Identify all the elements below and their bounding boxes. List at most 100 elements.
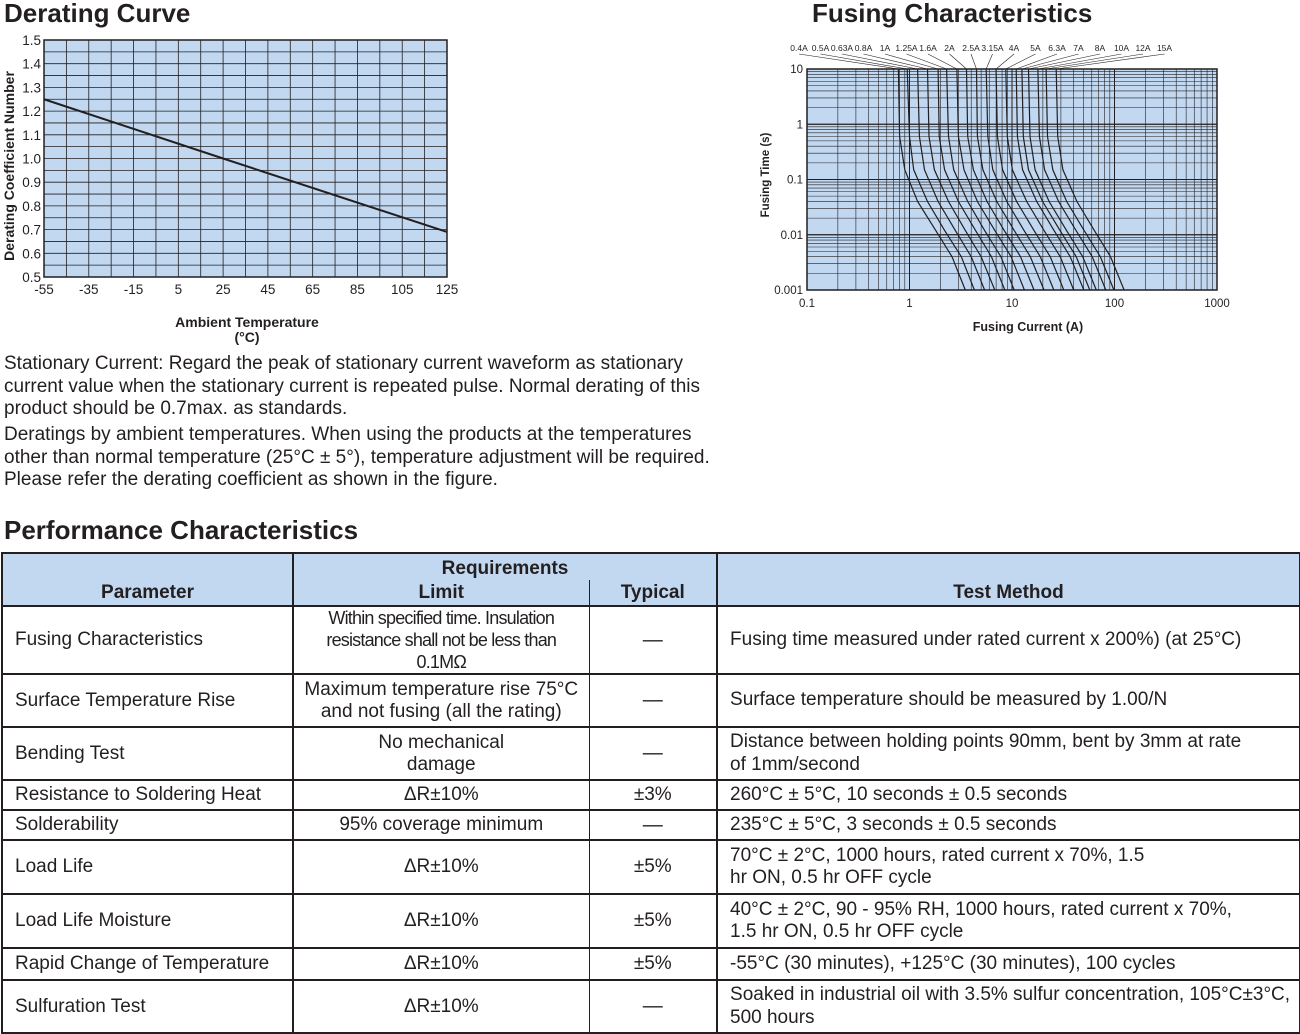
x-tick-label: 65 bbox=[305, 282, 320, 297]
rating-leader-line bbox=[949, 53, 967, 70]
derating-chart: -55 -35 -15 5 25 45 65 85 105 125 0.5 0.6 0.7 0.8 0.9 1… bbox=[1, 33, 458, 345]
rating-label: 10A bbox=[1114, 43, 1129, 53]
fusing-curve-3.15A bbox=[985, 68, 1055, 291]
row-limit: ΔR±10% bbox=[292, 947, 590, 981]
row-typical: — bbox=[588, 979, 719, 1034]
table-row: Load Life Moisture ΔR±10% ±5% 40°C ± 2°C… bbox=[1, 893, 1300, 949]
y-tick-label: 10 bbox=[790, 64, 803, 76]
fusing-xlabel: Fusing Current (A) bbox=[973, 320, 1083, 334]
x-tick-label: 10 bbox=[1006, 298, 1019, 310]
row-limit: No mechanical damage bbox=[292, 726, 590, 781]
row-parameter: Rapid Change of Temperature bbox=[1, 947, 294, 981]
row-limit: ΔR±10% bbox=[292, 893, 590, 949]
fusing-curve-2.5A bbox=[975, 68, 1045, 291]
rating-label: 0.63A bbox=[831, 43, 854, 53]
x-tick-label: 100 bbox=[1105, 298, 1124, 310]
rating-label: 0.4A bbox=[790, 43, 808, 53]
row-parameter: Solderability bbox=[1, 809, 294, 841]
fusing-curve-1.25A bbox=[946, 68, 1015, 291]
row-test-method: 40°C ± 2°C, 90 - 95% RH, 1000 hours, rat… bbox=[716, 893, 1300, 949]
rating-leader-line bbox=[798, 53, 899, 70]
note-stationary-current: Stationary Current: Regard the peak of s… bbox=[4, 353, 700, 419]
fusing-curve-1A bbox=[937, 68, 1006, 291]
fusing-curve-6.3A bbox=[1015, 68, 1085, 291]
header-requirements: Requirements bbox=[291, 552, 719, 580]
y-tick-label: 0.1 bbox=[787, 175, 803, 187]
x-tick-label: -55 bbox=[34, 282, 54, 297]
derating-line bbox=[43, 98, 448, 233]
row-parameter: Load Life bbox=[1, 839, 294, 895]
y-tick-label: 0.01 bbox=[781, 230, 803, 242]
rating-leader-line bbox=[1056, 53, 1165, 70]
fusing-curve-4A bbox=[995, 68, 1065, 291]
row-parameter: Fusing Characteristics bbox=[1, 605, 294, 675]
x-tick-label: -15 bbox=[124, 282, 144, 297]
rating-leader-line bbox=[884, 53, 939, 70]
row-parameter: Resistance to Soldering Heat bbox=[1, 779, 294, 811]
row-limit: Within specified time. Insulation resist… bbox=[292, 605, 590, 675]
rating-label: 8A bbox=[1095, 43, 1106, 53]
rating-leader-line bbox=[1046, 53, 1144, 70]
header-typical: Typical bbox=[588, 580, 719, 607]
fusing-curve-0.4A bbox=[897, 68, 966, 291]
rating-label: 6.3A bbox=[1048, 43, 1066, 53]
x-tick-label: 1 bbox=[906, 298, 912, 310]
y-tick-label: 0.6 bbox=[22, 246, 41, 261]
header-limit: Limit bbox=[292, 580, 590, 607]
row-test-method: 260°C ± 5°C, 10 seconds ± 0.5 seconds bbox=[716, 779, 1300, 811]
table-header-row: Parameter Requirements Test Method bbox=[1, 552, 1300, 607]
x-tick-label: 0.1 bbox=[799, 298, 815, 310]
x-tick-label: 45 bbox=[260, 282, 275, 297]
y-tick-label: 0.001 bbox=[774, 285, 803, 297]
rating-leader-line bbox=[1021, 53, 1079, 70]
fusing-curve-0.5A bbox=[906, 68, 975, 291]
y-tick-label: 0.9 bbox=[22, 175, 41, 190]
row-test-method: 70°C ± 2°C, 1000 hours, rated current x … bbox=[716, 839, 1300, 895]
row-parameter: Bending Test bbox=[1, 726, 294, 781]
rating-leader-line bbox=[1028, 53, 1101, 70]
rating-label: 1.6A bbox=[919, 43, 937, 53]
rating-label: 2A bbox=[944, 43, 955, 53]
y-tick-label: 0.8 bbox=[22, 199, 41, 214]
x-tick-label: 1000 bbox=[1204, 298, 1230, 310]
row-parameter: Surface Temperature Rise bbox=[1, 673, 294, 728]
x-tick-label: 85 bbox=[350, 282, 365, 297]
fusing-curve-5A bbox=[1005, 68, 1075, 291]
table-row: Surface Temperature Rise Maximum tempera… bbox=[1, 673, 1300, 728]
rating-label: 3.15A bbox=[981, 43, 1004, 53]
table-row: Load Life ΔR±10% ±5% 70°C ± 2°C, 1000 ho… bbox=[1, 839, 1300, 895]
rating-label: 0.8A bbox=[855, 43, 873, 53]
row-test-method: -55°C (30 minutes), +125°C (30 minutes),… bbox=[716, 947, 1300, 981]
fusing-title: Fusing Characteristics bbox=[812, 0, 1093, 28]
row-test-method: Distance between holding points 90mm, be… bbox=[716, 726, 1300, 781]
y-tick-label: 1.5 bbox=[22, 33, 41, 48]
rating-label: 15A bbox=[1157, 43, 1172, 53]
rating-leader-line bbox=[995, 53, 1015, 70]
performance-table: Parameter Requirements Test Method Limit… bbox=[1, 552, 1300, 1034]
header-test-method: Test Method bbox=[716, 552, 1300, 607]
rating-label: 5A bbox=[1030, 43, 1041, 53]
x-tick-label: -35 bbox=[79, 282, 99, 297]
row-typical: — bbox=[588, 809, 719, 841]
fusing-curve-12A bbox=[1045, 68, 1115, 291]
row-typical: ±5% bbox=[588, 947, 719, 981]
row-limit: Maximum temperature rise 75°C and not fu… bbox=[292, 673, 590, 728]
y-tick-label: 1.2 bbox=[22, 104, 41, 119]
rating-label: 0.5A bbox=[812, 43, 830, 53]
y-tick-label: 1.4 bbox=[22, 57, 41, 72]
row-limit: ΔR±10% bbox=[292, 839, 590, 895]
fusing-curve-0.63A bbox=[917, 68, 986, 291]
table-row: Resistance to Soldering Heat ΔR±10% ±3% … bbox=[1, 779, 1300, 811]
table-row: Bending Test No mechanical damage — Dist… bbox=[1, 726, 1300, 781]
rating-leader-line bbox=[1005, 53, 1036, 70]
x-tick-label: 105 bbox=[391, 282, 414, 297]
row-typical: — bbox=[588, 605, 719, 675]
rating-leader-line bbox=[1016, 53, 1058, 70]
rating-label: 1.25A bbox=[895, 43, 918, 53]
row-test-method: Surface temperature should be measured b… bbox=[716, 673, 1300, 728]
fusing-chart: 0.1 1 10 100 1000 0.001 0.01 0.1 1 10 0.4A 0.5A 0.63… bbox=[760, 43, 1230, 334]
fusing-curve-15A bbox=[1055, 68, 1125, 291]
rating-label: 7A bbox=[1073, 43, 1084, 53]
rating-leader-line bbox=[970, 53, 977, 70]
fusing-curve-2A bbox=[965, 68, 1035, 291]
